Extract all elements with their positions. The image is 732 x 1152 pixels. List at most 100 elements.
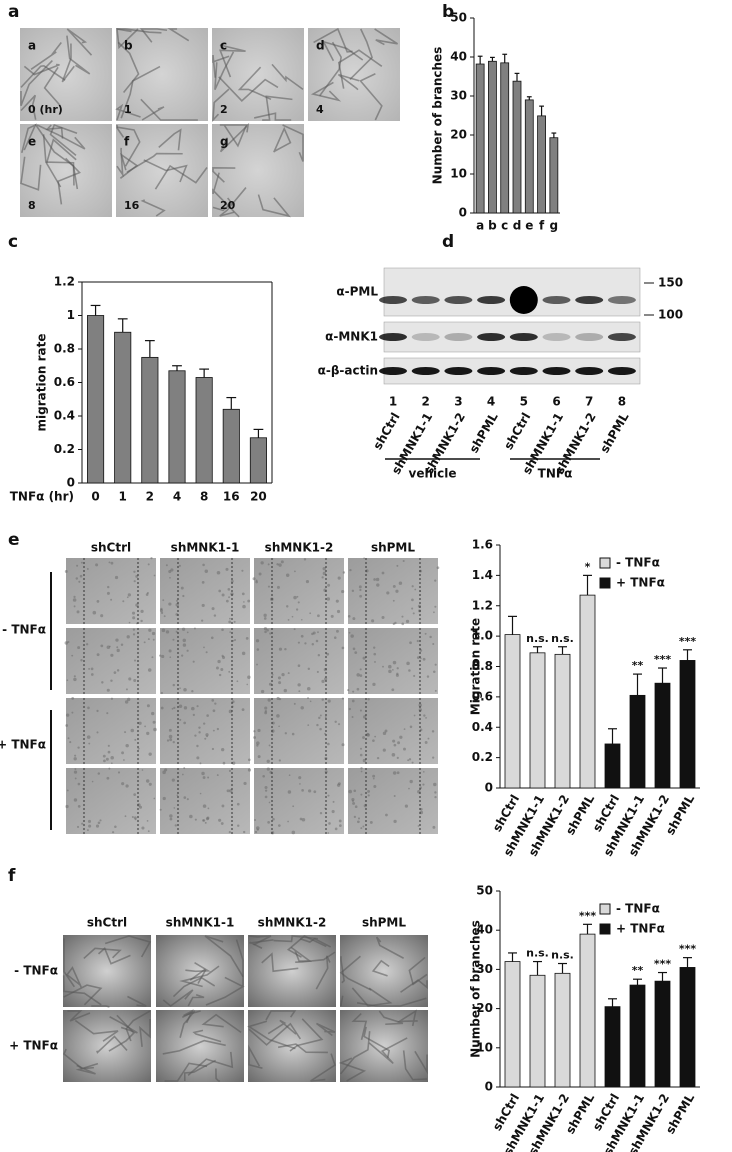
y-tick-label: 40: [450, 50, 467, 64]
cell-speck: [147, 563, 150, 566]
cell-speck: [399, 735, 403, 739]
cell-speck: [146, 704, 150, 708]
cell-speck: [317, 654, 321, 657]
cell-speck: [272, 817, 275, 821]
cell-speck: [409, 641, 412, 645]
cell-speck: [78, 580, 81, 583]
cell-network: [219, 44, 246, 78]
significance-label: ***: [679, 635, 697, 648]
cell-network: [187, 1051, 234, 1076]
cell-speck: [352, 647, 356, 651]
cell-speck: [418, 703, 422, 707]
cell-speck: [283, 688, 287, 693]
cell-speck: [87, 819, 92, 823]
cell-speck: [257, 728, 261, 733]
cell-speck: [318, 716, 321, 720]
cell-speck: [433, 611, 435, 614]
cell-speck: [182, 638, 187, 643]
cell-speck: [137, 747, 140, 750]
micrograph: [212, 28, 304, 121]
cell-speck: [128, 621, 131, 624]
column-label: shMNK1-2: [258, 916, 327, 930]
cell-speck: [276, 714, 280, 718]
cell-speck: [220, 747, 225, 752]
cell-speck: [126, 697, 131, 702]
blot-band: [379, 333, 407, 341]
blot-band: [477, 367, 506, 375]
cell-speck: [408, 669, 411, 672]
significance-label: n.s.: [551, 949, 574, 962]
cell-speck: [405, 619, 410, 623]
cell-speck: [218, 589, 222, 593]
y-axis-label: migration rate: [35, 334, 49, 432]
cell-speck: [266, 628, 269, 632]
cell-speck: [225, 567, 229, 571]
cell-speck: [306, 687, 311, 691]
cell-speck: [73, 770, 78, 774]
cell-network: [414, 1050, 428, 1075]
cell-speck: [218, 673, 222, 677]
micrograph: [348, 698, 438, 764]
cell-speck: [338, 819, 342, 823]
blot-band: [542, 367, 571, 375]
cell-network: [400, 979, 428, 993]
cell-speck: [331, 809, 335, 814]
significance-label: **: [632, 659, 644, 672]
x-axis-label: TNFα (hr): [10, 490, 74, 504]
cell-network: [265, 1010, 297, 1021]
column-label: shMNK1-1: [166, 916, 235, 930]
cell-speck: [407, 759, 410, 762]
column-label: shCtrl: [91, 541, 131, 555]
cell-network: [408, 956, 428, 986]
cell-speck: [220, 822, 224, 825]
cell-speck: [367, 789, 370, 793]
x-tick-label: 2: [146, 490, 154, 504]
cell-speck: [243, 781, 247, 786]
cell-network: [104, 935, 152, 958]
cell-speck: [341, 697, 344, 700]
cell-speck: [424, 632, 427, 635]
bar: [500, 62, 510, 214]
cell-speck: [97, 821, 101, 825]
blot-band: [379, 296, 407, 304]
cell-speck: [349, 568, 352, 572]
x-tick-label: 8: [200, 490, 208, 504]
cell-speck: [148, 628, 152, 632]
cell-network: [319, 41, 342, 97]
cell-speck: [300, 706, 304, 710]
cell-speck: [106, 688, 110, 692]
cell-speck: [433, 782, 437, 787]
cell-speck: [196, 744, 199, 748]
cell-speck: [278, 824, 281, 827]
tile-letter: e: [28, 135, 36, 149]
cell-speck: [398, 581, 403, 585]
y-tick-label: 50: [476, 884, 493, 898]
cell-speck: [354, 651, 358, 655]
cell-speck: [100, 614, 104, 618]
y-axis-label: Number of branches: [431, 47, 445, 185]
cell-speck: [116, 669, 120, 672]
lane-number: 3: [454, 395, 462, 409]
bar: [629, 984, 646, 1088]
bar: [554, 653, 571, 789]
cell-speck: [382, 748, 386, 752]
cell-speck: [271, 673, 274, 676]
cell-speck: [276, 696, 280, 701]
cell-network: [351, 1013, 368, 1041]
cell-speck: [334, 720, 337, 723]
cell-speck: [267, 585, 270, 588]
lane-name: shCtrl: [501, 410, 533, 452]
cell-speck: [88, 824, 92, 828]
y-axis-label: Number of branches: [469, 920, 483, 1058]
y-tick-label: 50: [450, 11, 467, 25]
cell-speck: [396, 667, 399, 670]
bar: [679, 967, 696, 1088]
cell-speck: [152, 638, 155, 641]
cell-speck: [69, 741, 72, 744]
cell-speck: [106, 776, 110, 780]
cell-speck: [376, 583, 380, 587]
cell-network: [349, 28, 373, 81]
cell-speck: [228, 709, 233, 714]
y-tick-label: 0: [459, 206, 467, 220]
panel-label: a: [8, 2, 19, 22]
